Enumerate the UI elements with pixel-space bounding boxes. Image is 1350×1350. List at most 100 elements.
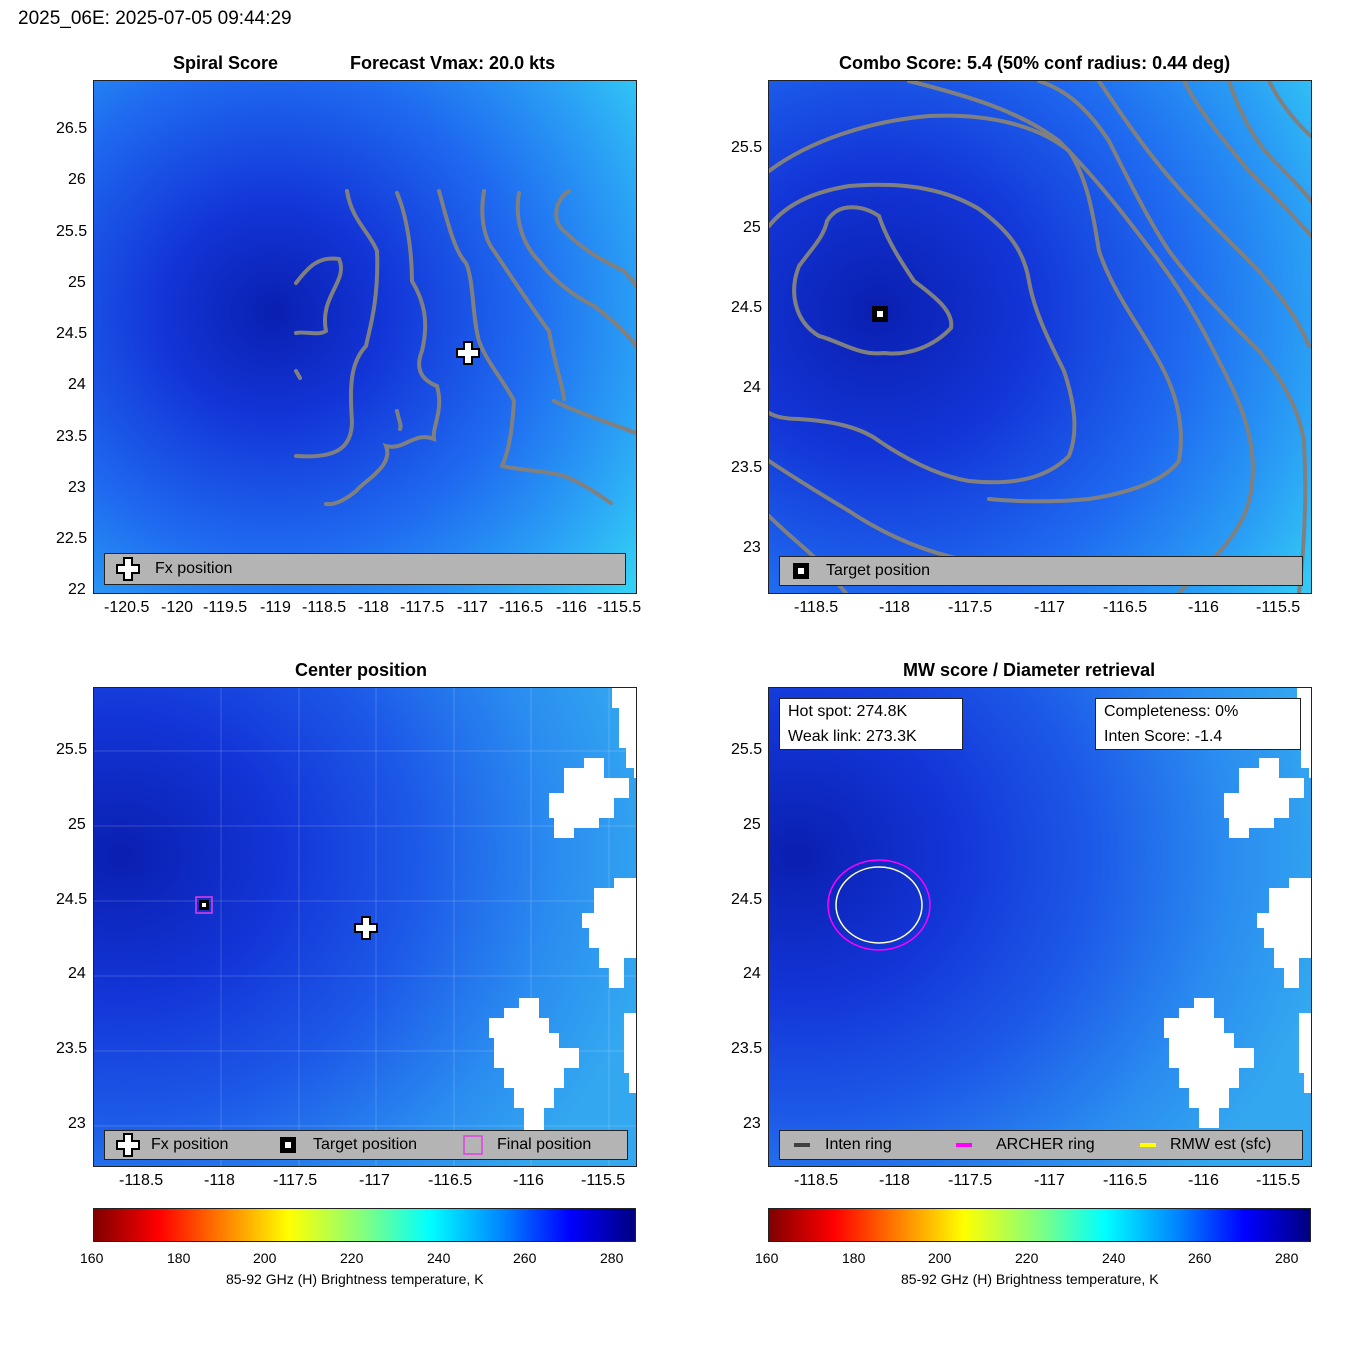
- x-tick: -118: [879, 599, 910, 616]
- mw-score-panel: Hot spot: 274.8K Weak link: 273.3K Compl…: [768, 687, 1312, 1167]
- combo-contours: [769, 81, 1311, 593]
- mw-score-legend: Inten ring ARCHER ring RMW est (sfc): [779, 1130, 1303, 1160]
- y-tick: 23.5: [731, 1040, 763, 1057]
- target-position-marker: [199, 900, 209, 910]
- brightness-field: [94, 81, 636, 593]
- x-tick: -117: [359, 1172, 390, 1189]
- mw-score-plot: [769, 688, 1311, 1166]
- x-tick: -118.5: [794, 1172, 839, 1189]
- spiral-score-plot: [94, 81, 636, 593]
- center-position-panel: Fx position Target position Final positi…: [93, 687, 637, 1167]
- colorbar-right-label: 85-92 GHz (H) Brightness temperature, K: [901, 1271, 1159, 1287]
- x-tick: -116.5: [499, 599, 544, 616]
- legend-item-inten-ring: Inten ring: [794, 1131, 892, 1159]
- forecast-vmax-title: Forecast Vmax: 20.0 kts: [350, 53, 556, 73]
- brightness-field: [769, 81, 1311, 593]
- y-tick: 24: [68, 376, 86, 393]
- x-tick: -117.5: [948, 599, 993, 616]
- x-tick: -118.5: [794, 599, 839, 616]
- target-position-icon: [280, 1137, 296, 1153]
- x-tick: -118: [879, 1172, 910, 1189]
- rmw-est-icon: [1140, 1143, 1156, 1147]
- target-position-marker: [872, 306, 888, 322]
- y-tick: 24.5: [56, 891, 88, 908]
- combo-score-panel: Target position: [768, 80, 1312, 594]
- y-tick: 26.5: [56, 120, 88, 137]
- y-tick: 23: [68, 1115, 86, 1132]
- x-tick: -117.5: [273, 1172, 318, 1189]
- x-tick: -115.5: [1256, 599, 1301, 616]
- legend-item-archer-ring: ARCHER ring: [956, 1131, 1095, 1159]
- legend-label: Target position: [313, 1136, 418, 1153]
- hot-spot-text: Hot spot: 274.8K: [788, 703, 908, 720]
- legend-label: RMW est (sfc): [1170, 1136, 1272, 1153]
- legend-label: Fx position: [155, 560, 233, 577]
- legend-label: ARCHER ring: [996, 1136, 1095, 1153]
- legend-label: Final position: [497, 1136, 592, 1153]
- legend-label: Target position: [826, 562, 931, 579]
- y-tick: 23.5: [56, 428, 88, 445]
- grid-lines: [94, 688, 636, 1166]
- x-tick: -117.5: [948, 1172, 993, 1189]
- x-tick: -116.5: [1103, 599, 1148, 616]
- spiral-contours: [294, 189, 636, 507]
- fx-position-marker: [456, 341, 480, 365]
- legend-item-final-position: Final position: [463, 1131, 591, 1159]
- colorbar-tick: 200: [928, 1250, 952, 1266]
- x-tick: -118: [204, 1172, 235, 1189]
- colorbar-tick: 220: [340, 1250, 364, 1266]
- y-tick: 24.5: [56, 325, 88, 342]
- center-position-plot: [94, 688, 636, 1166]
- fx-position-icon: [116, 1133, 140, 1157]
- y-tick: 23: [743, 1115, 761, 1132]
- colorbar-left: [93, 1208, 636, 1242]
- completeness-info-box: Completeness: 0% Inten Score: -1.4: [1095, 698, 1301, 750]
- combo-score-plot: [769, 81, 1311, 593]
- y-tick: 25: [68, 274, 86, 291]
- x-tick: -116: [556, 599, 587, 616]
- x-tick: -115.5: [581, 1172, 626, 1189]
- colorbar-tick: 280: [600, 1250, 624, 1266]
- x-tick: -116: [513, 1172, 544, 1189]
- x-tick: -116.5: [428, 1172, 473, 1189]
- legend-item-fx-position: Fx position: [115, 1131, 228, 1159]
- legend-item-rmw-est: RMW est (sfc): [1140, 1131, 1271, 1159]
- x-tick: -115.5: [597, 599, 642, 616]
- hot-spot-info-box: Hot spot: 274.8K Weak link: 273.3K: [779, 698, 963, 750]
- x-tick: -117.5: [400, 599, 445, 616]
- y-tick: 25: [743, 219, 761, 236]
- y-tick: 24: [68, 965, 86, 982]
- legend-item-target-position: Target position: [279, 1131, 417, 1159]
- x-tick: -116: [1188, 599, 1219, 616]
- spiral-score-panel: Fx position: [93, 80, 637, 594]
- spiral-score-title: Spiral Score: [173, 53, 279, 73]
- colorbar-tick: 240: [1102, 1250, 1126, 1266]
- x-tick: -120.5: [104, 599, 150, 616]
- x-tick: -119.5: [203, 599, 248, 616]
- y-tick: 24: [743, 379, 761, 396]
- combo-score-legend: Target position: [779, 556, 1303, 586]
- colorbar-tick: 180: [842, 1250, 866, 1266]
- y-tick: 26: [68, 171, 86, 188]
- colorbar-tick: 160: [755, 1250, 779, 1266]
- inten-score-text: Inten Score: -1.4: [1104, 728, 1223, 745]
- fx-position-icon: [116, 557, 140, 581]
- y-tick: 24: [743, 965, 761, 982]
- center-position-title: Center position: [295, 660, 428, 680]
- x-tick: -118.5: [119, 1172, 164, 1189]
- colorbar-tick: 180: [167, 1250, 191, 1266]
- y-tick: 23.5: [56, 1040, 88, 1057]
- y-tick: 23: [68, 479, 86, 496]
- target-position-icon: [793, 563, 809, 579]
- center-position-legend: Fx position Target position Final positi…: [104, 1130, 628, 1160]
- colorbar-tick: 260: [1188, 1250, 1212, 1266]
- missing-data-regions: [1164, 688, 1311, 1128]
- y-tick: 25: [68, 816, 86, 833]
- x-tick: -116.5: [1103, 1172, 1148, 1189]
- y-tick: 25: [743, 816, 761, 833]
- y-tick: 25.5: [56, 223, 88, 240]
- y-tick: 25.5: [56, 741, 88, 758]
- weak-link-text: Weak link: 273.3K: [788, 728, 917, 745]
- completeness-text: Completeness: 0%: [1104, 703, 1239, 720]
- x-tick: -117: [1034, 1172, 1065, 1189]
